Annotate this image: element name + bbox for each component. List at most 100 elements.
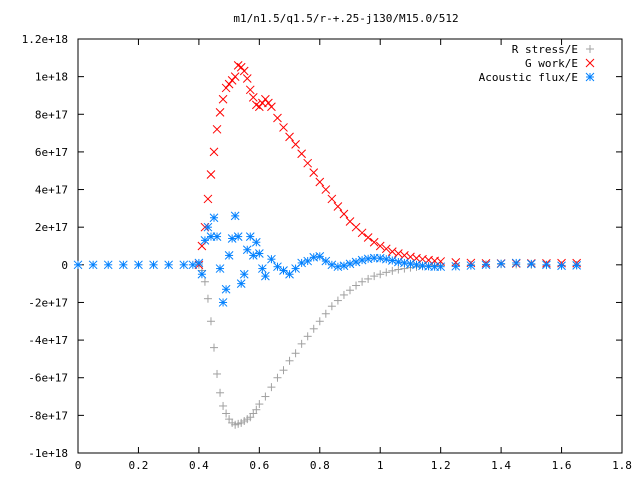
data-point	[258, 264, 267, 273]
data-point	[297, 149, 306, 159]
x-tick-label: 1.6	[552, 459, 572, 472]
data-point	[222, 409, 231, 418]
data-point	[309, 324, 318, 333]
data-point	[273, 373, 282, 382]
data-point	[267, 383, 276, 392]
data-point	[363, 233, 373, 242]
data-point	[351, 257, 361, 267]
x-tick-label: 0	[75, 459, 82, 472]
data-point	[206, 170, 216, 179]
y-tick-label: 4e+17	[35, 184, 68, 197]
data-point	[210, 343, 218, 352]
data-point	[209, 213, 219, 223]
data-point	[215, 108, 225, 117]
legend-marker	[585, 58, 595, 68]
data-point	[188, 260, 198, 270]
data-point	[134, 260, 143, 270]
data-point	[339, 261, 349, 271]
data-point	[345, 259, 355, 269]
data-point	[382, 268, 391, 277]
data-point	[200, 277, 209, 286]
y-tick-label: -4e+17	[28, 334, 68, 347]
data-point	[339, 209, 349, 219]
y-tick-label: -2e+17	[28, 296, 68, 309]
data-point	[285, 132, 294, 142]
legend-marker	[586, 45, 594, 53]
data-point	[388, 266, 397, 275]
data-point	[149, 260, 158, 270]
data-point	[291, 140, 300, 149]
data-point	[103, 260, 113, 270]
data-point	[357, 255, 367, 265]
data-point	[387, 247, 397, 256]
data-point	[542, 260, 551, 270]
data-point	[526, 259, 536, 269]
data-point	[254, 249, 264, 258]
data-point	[203, 222, 213, 232]
data-point	[218, 94, 228, 104]
legend-label: R stress/E	[512, 43, 578, 56]
data-point	[369, 237, 379, 247]
data-point	[221, 284, 231, 294]
data-point	[481, 260, 491, 270]
data-point	[73, 260, 83, 270]
data-point	[239, 66, 249, 76]
data-point	[233, 232, 243, 241]
data-point	[179, 260, 189, 270]
data-point	[364, 274, 373, 283]
x-tick-label: 0.4	[189, 459, 209, 472]
data-point	[370, 272, 379, 281]
y-tick-label: 8e+17	[35, 108, 68, 121]
data-point	[242, 74, 252, 83]
data-point	[261, 94, 270, 104]
data-point	[261, 392, 270, 401]
y-tick-label: 6e+17	[35, 146, 68, 159]
data-point	[219, 401, 228, 410]
data-point	[227, 234, 237, 243]
data-point	[251, 237, 261, 247]
x-tick-label: 0.2	[129, 459, 149, 472]
data-point	[327, 302, 336, 311]
data-point	[230, 211, 240, 221]
data-point	[252, 405, 261, 414]
data-point	[215, 264, 225, 273]
chart-title: m1/n1.5/q1.5/r-+.25-j130/M15.0/512	[233, 12, 458, 25]
data-point	[273, 113, 282, 123]
data-point	[224, 79, 234, 89]
data-point	[394, 265, 403, 274]
data-point	[352, 281, 361, 290]
data-point	[381, 244, 391, 254]
x-tick-label: 1.4	[491, 459, 511, 472]
data-point	[451, 261, 461, 271]
data-point	[387, 256, 397, 265]
data-point	[285, 356, 294, 365]
data-point	[212, 232, 222, 241]
x-tick-label: 1.2	[431, 459, 451, 472]
data-point	[572, 261, 582, 270]
data-point	[339, 290, 348, 299]
data-point	[333, 202, 343, 211]
data-point	[466, 261, 476, 270]
data-point	[267, 254, 276, 264]
data-point	[239, 269, 249, 279]
data-point	[212, 124, 222, 134]
data-point	[88, 260, 98, 270]
data-point	[315, 177, 325, 187]
data-point	[496, 259, 506, 269]
data-point	[557, 261, 566, 271]
x-tick-label: 1.8	[612, 459, 632, 472]
data-point	[346, 286, 354, 295]
data-point	[236, 62, 246, 72]
data-point	[303, 256, 313, 266]
data-point	[261, 271, 270, 281]
data-point	[206, 317, 215, 326]
series-acoustic-flux-e	[73, 211, 582, 307]
data-point	[376, 270, 385, 279]
data-point	[297, 258, 306, 268]
data-point	[248, 251, 258, 260]
data-point	[327, 194, 337, 204]
data-point	[230, 72, 240, 81]
data-point	[333, 296, 342, 305]
y-tick-label: 2e+17	[35, 221, 68, 234]
